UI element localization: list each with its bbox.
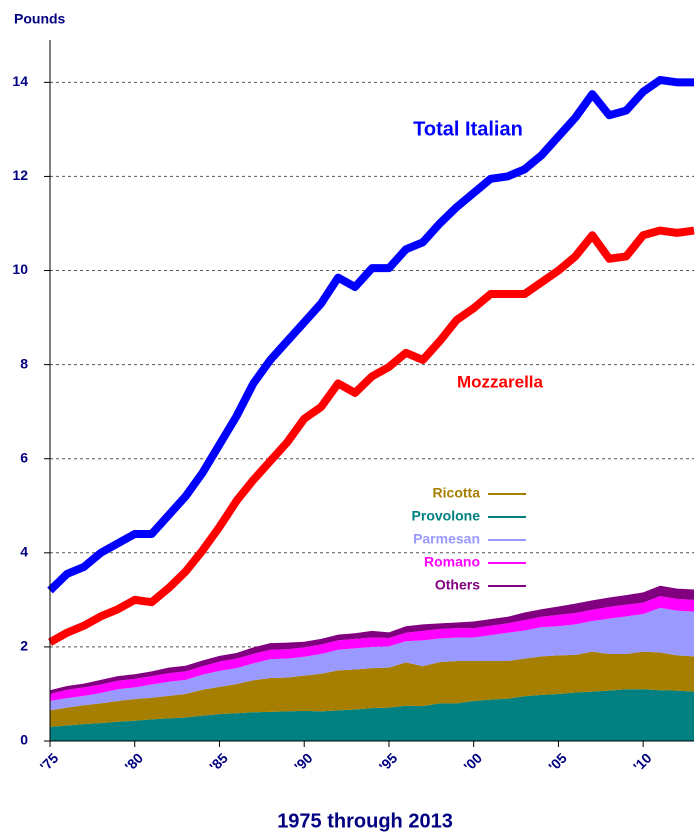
legend-label: Provolone — [412, 508, 481, 524]
x-axis-label: 1975 through 2013 — [277, 810, 453, 832]
legend-label: Romano — [424, 554, 480, 570]
series-label: Total Italian — [413, 118, 523, 140]
legend-label: Parmesan — [413, 531, 480, 547]
y-tick-label: 6 — [20, 449, 28, 465]
stacked-area — [50, 651, 694, 727]
x-tick-label: '90 — [291, 750, 316, 775]
y-tick-label: 2 — [20, 638, 28, 654]
legend-label: Others — [435, 577, 480, 593]
x-tick-label: '95 — [376, 750, 401, 775]
y-tick-label: 14 — [12, 73, 28, 89]
x-tick-label: '85 — [206, 750, 231, 775]
x-tick-label: '10 — [630, 750, 655, 775]
y-axis-label: Pounds — [14, 11, 66, 27]
y-tick-label: 4 — [20, 544, 28, 560]
stacked-area — [50, 607, 694, 711]
x-tick-label: '75 — [37, 750, 62, 775]
series-label: Mozzarella — [457, 372, 544, 391]
y-tick-label: 10 — [12, 261, 28, 277]
x-tick-label: '00 — [460, 750, 485, 775]
stacked-area — [50, 689, 694, 741]
y-tick-label: 8 — [20, 355, 28, 371]
stacked-area — [50, 596, 694, 702]
series-line — [48, 226, 695, 646]
x-tick-label: '80 — [121, 750, 146, 775]
x-tick-label: '05 — [545, 750, 570, 775]
y-tick-label: 12 — [12, 167, 28, 183]
stacked-area — [50, 585, 694, 694]
series-line — [47, 75, 694, 594]
y-tick-label: 0 — [20, 732, 28, 748]
legend-label: Ricotta — [433, 485, 481, 501]
